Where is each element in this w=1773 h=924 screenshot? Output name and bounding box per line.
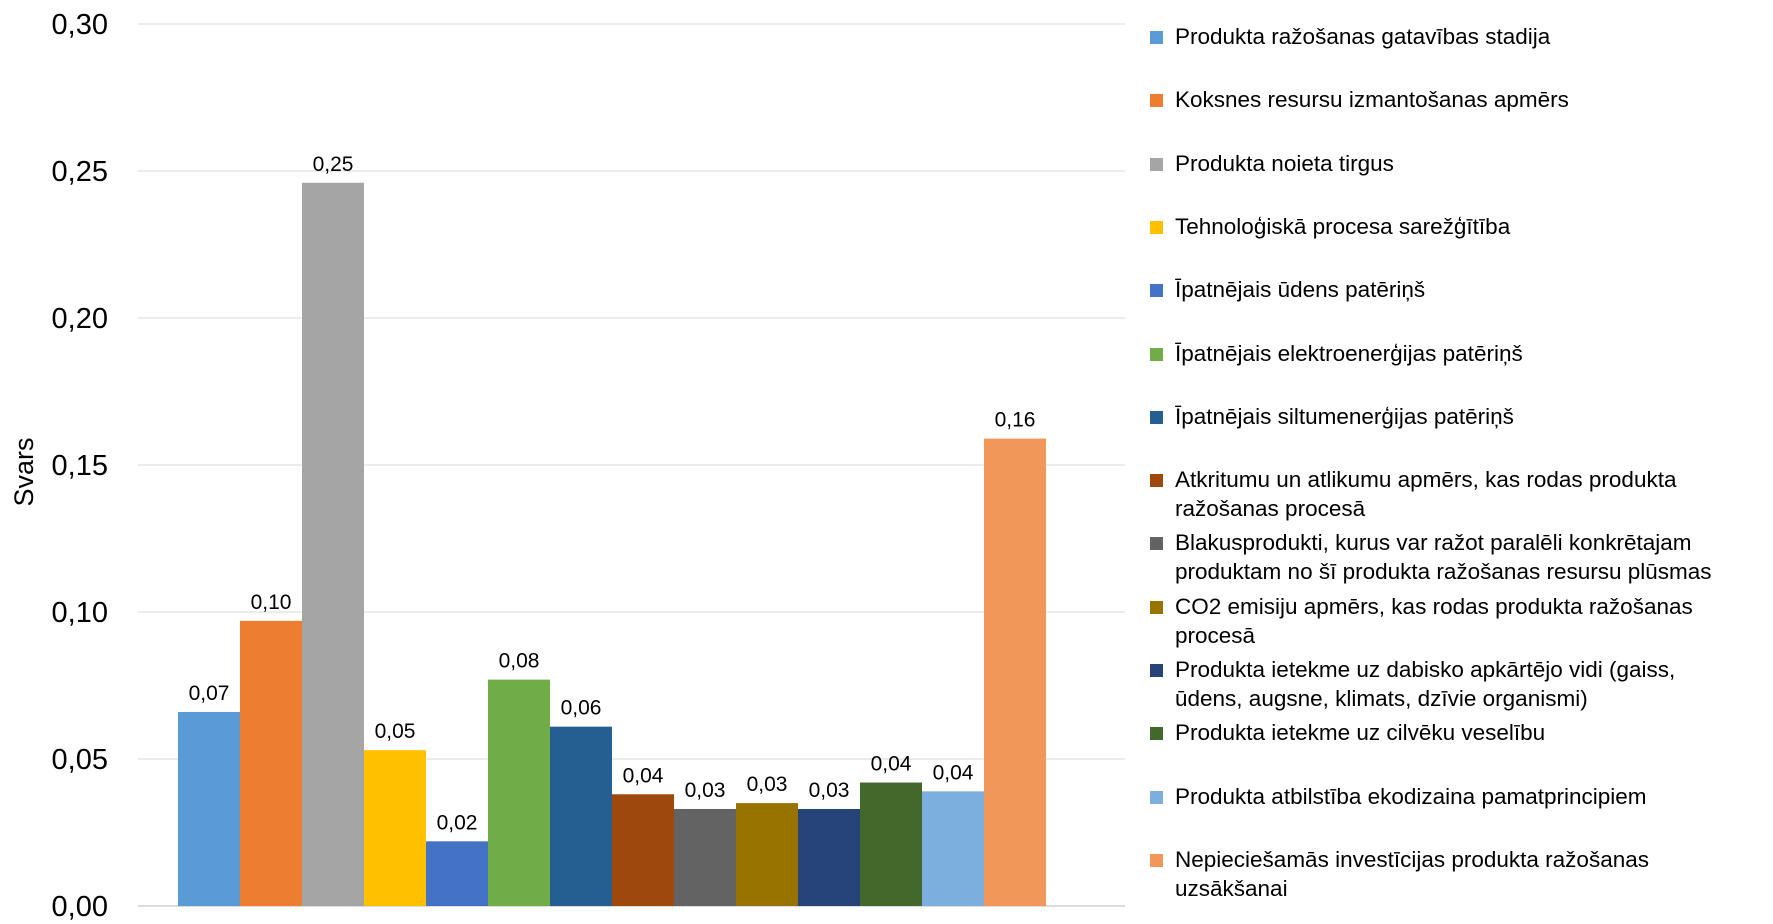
legend-item: Produkta ietekme uz cilvēku veselību	[1150, 718, 1545, 747]
legend-item: Atkritumu un atlikumu apmērs, kas rodas …	[1150, 465, 1676, 523]
legend-swatch	[1150, 94, 1163, 108]
legend-swatch	[1150, 410, 1163, 424]
bars	[178, 182, 1046, 906]
legend-swatch	[1150, 347, 1163, 361]
legend-swatch	[1150, 31, 1163, 44]
data-label: 0,06	[561, 697, 602, 720]
y-tick-label: 0,10	[52, 597, 108, 629]
legend-item: Koksnes resursu izmantošanas apmērs	[1150, 85, 1569, 114]
legend-label: Produkta ietekme uz dabisko apkārtējo vi…	[1175, 657, 1676, 711]
legend-item: CO2 emisiju apmērs, kas rodas produkta r…	[1150, 592, 1693, 650]
bar	[178, 711, 240, 906]
y-tick-label: 0,00	[52, 891, 108, 923]
legend-swatch	[1150, 600, 1163, 614]
data-label: 0,25	[313, 153, 354, 176]
legend-label: Tehnoloģiskā procesa sarežģītība	[1175, 213, 1511, 239]
legend-label: Nepieciešamās investīcijas produkta ražo…	[1175, 846, 1649, 901]
bar	[488, 679, 550, 906]
y-tick-label: 0,30	[52, 9, 108, 41]
data-label: 0,04	[623, 764, 664, 787]
y-axis-title: Svars	[9, 437, 39, 506]
data-label: 0,03	[685, 779, 726, 802]
data-label: 0,02	[437, 811, 478, 834]
data-label: 0,04	[871, 753, 912, 776]
legend-label: Īpatnējais siltumenerģijas patēriņš	[1175, 403, 1514, 429]
y-tick-label: 0,05	[52, 744, 108, 776]
bar	[302, 182, 364, 906]
data-label: 0,03	[747, 773, 788, 796]
bar-chart: 0,00 0,05 0,10 0,15 0,20 0,25 0,30 0,07 0,10 0,2…	[9, 9, 1125, 923]
legend-swatch	[1150, 853, 1163, 867]
legend-item: Īpatnējais siltumenerģijas patēriņš	[1150, 402, 1514, 431]
legend-label: CO2 emisiju apmērs, kas rodas produkta r…	[1175, 593, 1693, 648]
legend-label: Koksnes resursu izmantošanas apmērs	[1175, 87, 1569, 113]
y-tick-label: 0,25	[52, 156, 108, 188]
legend-swatch	[1150, 220, 1163, 234]
data-label: 0,07	[189, 682, 230, 705]
legend-item: Tehnoloģiskā procesa sarežģītība	[1150, 212, 1510, 241]
legend-label: Īpatnējais ūdens patēriņš	[1175, 277, 1426, 303]
y-tick-label: 0,20	[52, 303, 108, 335]
legend-item: Produkta ražošanas gatavības stadija	[1150, 22, 1550, 51]
legend-label: Īpatnējais elektroenerģijas patēriņš	[1175, 340, 1523, 366]
bar	[426, 841, 488, 906]
legend-label: Produkta noieta tirgus	[1175, 150, 1394, 176]
legend-item: Produkta ietekme uz dabisko apkārtējo vi…	[1150, 655, 1675, 713]
y-tick-label: 0,15	[52, 450, 108, 482]
data-label: 0,04	[933, 761, 974, 784]
bar	[922, 791, 984, 906]
bar	[860, 782, 922, 906]
legend-label: Produkta atbilstība ekodizaina pamatprin…	[1175, 783, 1647, 809]
legend-item: Īpatnējais elektroenerģijas patēriņš	[1150, 339, 1523, 368]
bar	[550, 726, 612, 906]
bar	[674, 808, 736, 906]
legend-label: Produkta ietekme uz cilvēku veselību	[1175, 720, 1546, 746]
bar	[736, 803, 798, 906]
bar	[798, 808, 860, 906]
legend-swatch	[1150, 727, 1163, 741]
legend-label: Atkritumu un atlikumu apmērs, kas rodas …	[1175, 467, 1677, 522]
legend-swatch	[1150, 790, 1163, 804]
legend-item: Nepieciešamās investīcijas produkta ražo…	[1150, 845, 1649, 903]
legend-item: Blakusprodukti, kurus var ražot paralēli…	[1150, 528, 1712, 586]
legend-item: Īpatnējais ūdens patēriņš	[1150, 275, 1425, 304]
data-label: 0,05	[375, 720, 416, 743]
legend-label: Blakusprodukti, kurus var ražot paralēli…	[1175, 530, 1712, 585]
data-label: 0,10	[251, 591, 292, 614]
legend-item: Produkta noieta tirgus	[1150, 149, 1394, 178]
legend-item: Produkta atbilstība ekodizaina pamatprin…	[1150, 782, 1647, 811]
bar	[612, 794, 674, 906]
bar	[240, 620, 302, 906]
data-labels: 0,07 0,10 0,25 0,05 0,02 0,08 0,06 0,04 0,03 0,03…	[189, 153, 1036, 835]
data-label: 0,03	[809, 779, 850, 802]
legend-swatch	[1150, 284, 1163, 298]
legend-label: Produkta ražošanas gatavības stadija	[1175, 24, 1551, 49]
bar	[984, 438, 1046, 906]
legend-swatch	[1150, 537, 1163, 551]
data-label: 0,08	[499, 650, 540, 673]
legend-swatch	[1150, 664, 1163, 677]
data-label: 0,16	[995, 409, 1036, 432]
legend-swatch	[1150, 474, 1163, 488]
bar	[364, 750, 426, 906]
legend-swatch	[1150, 157, 1163, 171]
y-axis-ticks: 0,00 0,05 0,10 0,15 0,20 0,25 0,30	[52, 9, 108, 923]
